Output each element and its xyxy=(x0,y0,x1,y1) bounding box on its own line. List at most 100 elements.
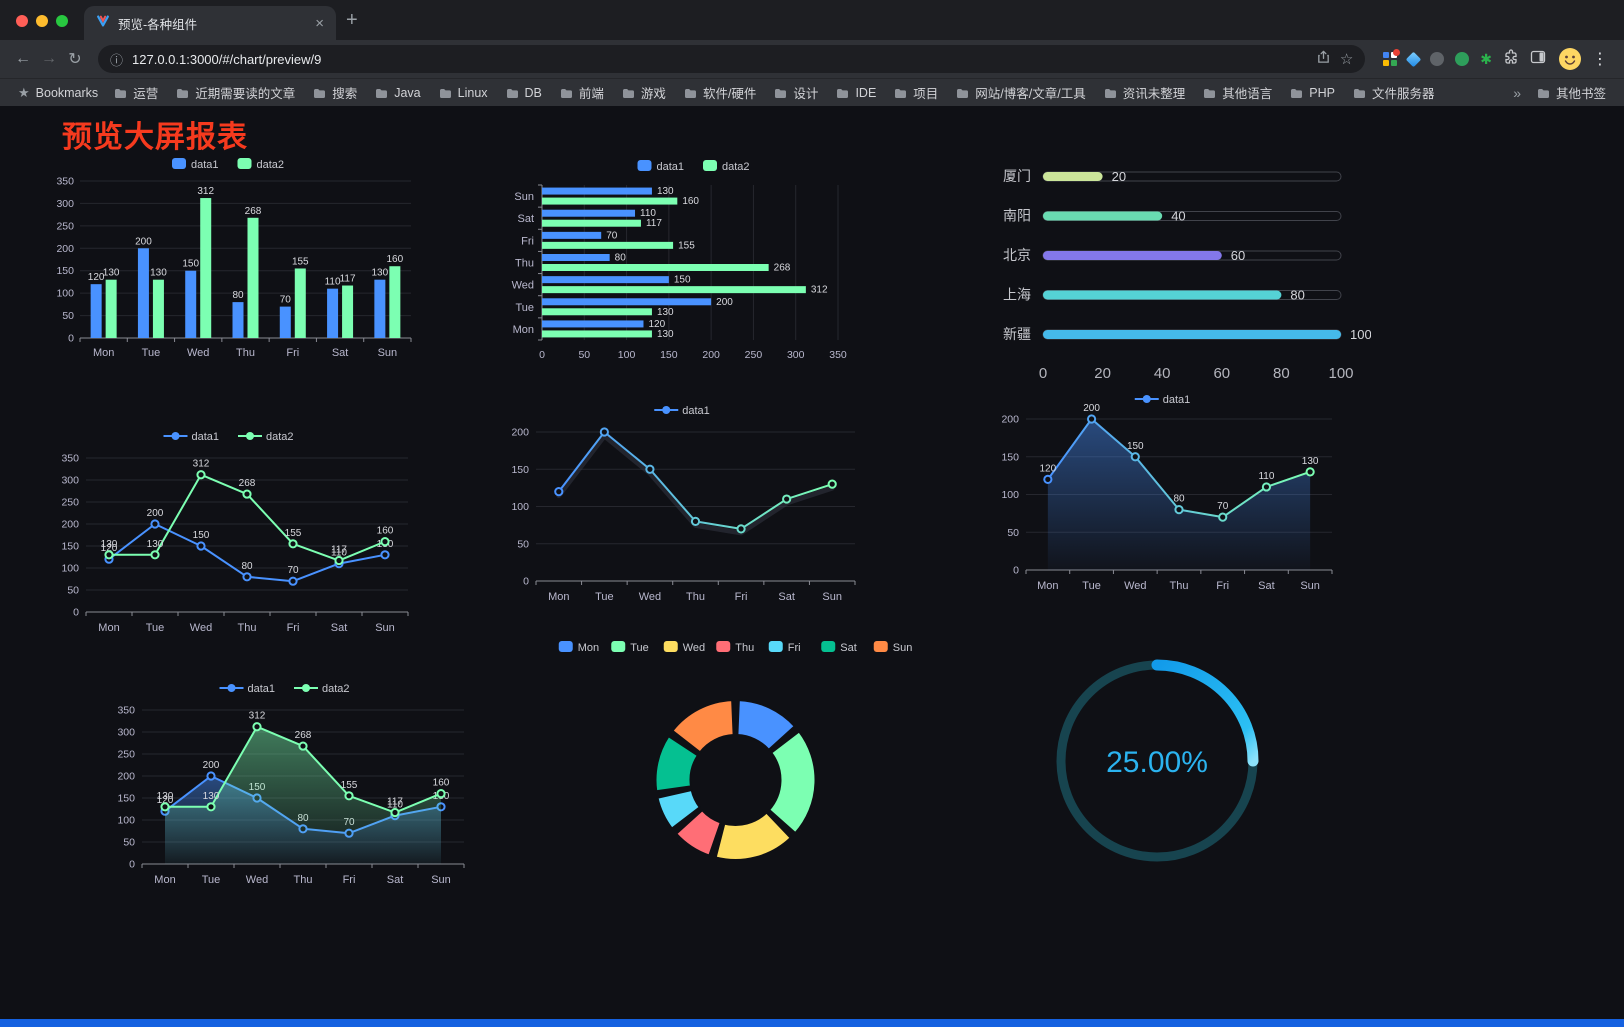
extension-icon-gray[interactable] xyxy=(1430,52,1445,66)
legend-item[interactable]: data1 xyxy=(219,683,276,695)
svg-text:100: 100 xyxy=(56,288,74,300)
svg-text:300: 300 xyxy=(61,475,79,487)
new-tab-button[interactable]: + xyxy=(346,9,358,31)
svg-text:50: 50 xyxy=(578,349,590,361)
svg-text:268: 268 xyxy=(774,263,791,274)
svg-text:155: 155 xyxy=(285,528,302,539)
bookmarks-bar: ★ Bookmarks 运营 近期需要读的文章 搜索 Java Linux DB 前端 游戏 软… xyxy=(0,78,1624,106)
legend-item[interactable]: data1 xyxy=(163,431,220,443)
extension-icon-diamond[interactable] xyxy=(1405,51,1422,67)
legend-item[interactable]: Sun xyxy=(873,641,913,654)
url-text[interactable]: 127.0.0.1:3000/#/chart/preview/9 xyxy=(132,51,322,67)
svg-text:250: 250 xyxy=(745,349,763,361)
extension-icon-colorful[interactable] xyxy=(1383,49,1401,66)
svg-text:150: 150 xyxy=(56,265,74,277)
maximize-window-button[interactable] xyxy=(56,15,68,27)
bar xyxy=(294,268,306,338)
bookmark-item[interactable]: IDE xyxy=(828,83,884,103)
bookmark-item[interactable]: 近期需要读的文章 xyxy=(168,80,303,105)
svg-text:268: 268 xyxy=(239,478,256,489)
svg-text:150: 150 xyxy=(61,541,79,553)
bookmark-item[interactable]: 前端 xyxy=(552,80,612,105)
area-fill xyxy=(1047,419,1311,570)
legend-item[interactable]: data2 xyxy=(294,683,350,695)
bookmark-item[interactable]: DB xyxy=(498,83,550,103)
tab-close-icon[interactable]: × xyxy=(315,14,324,32)
legend-item[interactable]: data1 xyxy=(1134,394,1191,406)
extension-icon-green[interactable] xyxy=(1455,52,1470,66)
legend-item[interactable]: data1 xyxy=(637,160,685,173)
bar xyxy=(247,217,259,338)
bookmark-item[interactable]: 软件/硬件 xyxy=(676,80,764,105)
folder-icon xyxy=(837,88,849,98)
bookmark-item[interactable]: 其他语言 xyxy=(1195,80,1280,105)
svg-text:Mon: Mon xyxy=(513,324,534,336)
svg-text:Wed: Wed xyxy=(187,347,209,359)
bookmark-item[interactable]: 运营 xyxy=(106,80,166,105)
folder-icon xyxy=(177,88,189,98)
svg-text:50: 50 xyxy=(1007,527,1019,539)
bookmark-item[interactable]: Linux xyxy=(431,83,496,103)
bookmark-item[interactable]: 文件服务器 xyxy=(1345,80,1443,105)
bookmark-item[interactable]: Java xyxy=(367,83,428,103)
site-info-icon[interactable]: ⓘ xyxy=(110,52,124,68)
bar xyxy=(542,298,712,306)
profile-avatar[interactable] xyxy=(1558,47,1582,71)
browser-menu-icon[interactable]: ⋮ xyxy=(1592,51,1608,68)
browser-toolbar: ← → ↻ ⓘ 127.0.0.1:3000/#/chart/preview/9… xyxy=(0,40,1624,78)
extensions-puzzle-icon[interactable] xyxy=(1503,48,1519,70)
bookmarks-label[interactable]: ★ Bookmarks xyxy=(10,83,106,103)
minimize-window-button[interactable] xyxy=(36,15,48,27)
bookmark-star-icon[interactable]: ☆ xyxy=(1339,51,1354,68)
close-window-button[interactable] xyxy=(16,15,28,27)
bookmarks-overflow-chevron[interactable]: » xyxy=(1513,84,1521,101)
bookmark-item[interactable]: 网站/博客/文章/工具 xyxy=(948,80,1093,105)
other-bookmarks-folder[interactable]: 其他书签 xyxy=(1529,80,1614,105)
legend-item[interactable]: data2 xyxy=(237,158,285,171)
side-panel-icon[interactable] xyxy=(1530,49,1546,70)
bookmark-label: 搜索 xyxy=(332,87,358,101)
bar xyxy=(542,231,602,239)
forward-button[interactable]: → xyxy=(41,50,57,67)
legend-item[interactable]: Sat xyxy=(821,641,857,654)
bookmark-item[interactable]: 资讯未整理 xyxy=(1096,80,1194,105)
pie-slice xyxy=(656,789,701,830)
legend-item[interactable]: Wed xyxy=(663,641,705,654)
svg-text:Sat: Sat xyxy=(387,874,404,886)
svg-text:data2: data2 xyxy=(322,683,350,695)
data-point xyxy=(554,487,564,497)
bookmark-item[interactable]: 项目 xyxy=(886,80,946,105)
browser-tab[interactable]: 预览-各种组件 × xyxy=(84,6,336,40)
share-icon[interactable] xyxy=(1316,49,1331,69)
svg-text:100: 100 xyxy=(1328,365,1353,382)
grouped-bar-chart-svg: data1 data2050100150200250300350Mon120130… xyxy=(56,158,412,359)
legend-item[interactable]: Thu xyxy=(716,641,754,654)
bookmark-item[interactable]: 搜索 xyxy=(305,80,365,105)
bar xyxy=(542,264,769,271)
address-bar[interactable]: ⓘ 127.0.0.1:3000/#/chart/preview/9 ☆ xyxy=(98,45,1366,73)
data-point xyxy=(104,550,114,560)
svg-text:Sat: Sat xyxy=(517,213,534,225)
data-point xyxy=(1305,467,1315,477)
legend-item[interactable]: Fri xyxy=(768,641,801,654)
legend-item[interactable]: Tue xyxy=(611,641,649,654)
bookmark-item[interactable]: 游戏 xyxy=(614,80,674,105)
svg-text:0: 0 xyxy=(73,607,79,619)
legend-item[interactable]: data2 xyxy=(238,431,294,443)
legend-item[interactable]: data1 xyxy=(654,405,710,417)
folder-icon xyxy=(775,88,787,98)
svg-text:Mon: Mon xyxy=(578,642,599,654)
reload-button[interactable]: ↻ xyxy=(68,51,82,68)
bookmark-item[interactable]: PHP xyxy=(1282,83,1343,103)
back-button[interactable]: ← xyxy=(15,50,31,67)
bookmark-item[interactable]: 设计 xyxy=(766,80,826,105)
extension-icon-star[interactable]: ✱ xyxy=(1480,51,1492,67)
legend-item[interactable]: data2 xyxy=(703,160,750,173)
legend-item[interactable]: Mon xyxy=(558,641,599,654)
svg-text:200: 200 xyxy=(56,243,74,255)
svg-text:130: 130 xyxy=(372,268,389,279)
svg-text:data1: data1 xyxy=(192,431,220,443)
legend-item[interactable]: data1 xyxy=(172,158,219,171)
svg-text:50: 50 xyxy=(62,310,74,322)
folder-icon xyxy=(115,88,127,98)
